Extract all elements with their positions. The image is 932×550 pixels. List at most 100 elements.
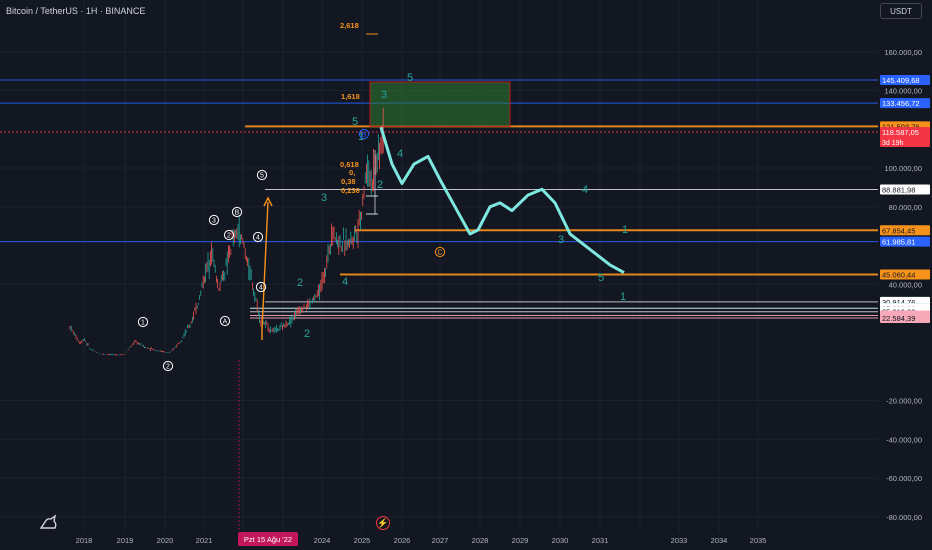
- arrow-head-icon: [263, 196, 273, 207]
- wave-label: 3: [558, 234, 564, 246]
- wave-circle-label: 4: [259, 285, 263, 292]
- price-tick-label: 160.000,00: [884, 48, 922, 57]
- price-badge-label: 45.060,44: [882, 270, 915, 279]
- time-tick-label: 2021: [196, 536, 213, 545]
- fib-label: 0,38: [341, 177, 356, 186]
- wave-label: 1: [620, 291, 626, 303]
- price-badge-label: 118.587,05: [882, 128, 919, 137]
- wave-circle: [358, 128, 370, 140]
- time-tick-label: 2034: [711, 536, 728, 545]
- wave-circle-label: 5: [260, 173, 264, 180]
- wave-label: 3: [381, 89, 387, 101]
- wave-circle: [219, 315, 231, 327]
- price-badge-label: 30.914,76: [882, 298, 915, 307]
- time-tick-label: 2026: [394, 536, 411, 545]
- price-badge-label: 133.456,72: [882, 99, 920, 108]
- price-badge: [880, 225, 930, 236]
- price-level-lines: [0, 79, 878, 319]
- wave-circle-label: B: [235, 210, 240, 217]
- price-badge-label: 121.503,76: [882, 122, 920, 131]
- time-tick-label: 2028: [472, 536, 489, 545]
- crosshair-date-badge: [238, 532, 298, 546]
- wave-circle: [256, 169, 268, 181]
- price-tick-label: 100.000,00: [884, 164, 922, 173]
- wave-circle: [252, 231, 264, 243]
- fib-label: 2,618: [340, 21, 359, 30]
- fib-label: 1,618: [341, 92, 360, 101]
- target-zone-box[interactable]: [369, 81, 511, 127]
- price-tick-label: 80.000,00: [889, 203, 922, 212]
- wave-circle: [434, 246, 446, 258]
- wave-label: 2: [304, 328, 310, 340]
- wave-circle-label: B: [362, 132, 367, 139]
- wave-circle-label: 1: [141, 320, 145, 327]
- crosshair-date-label: Pzt 15 Ağu '22: [244, 535, 292, 544]
- price-badge-label: 67.854,45: [882, 226, 915, 235]
- time-tick-label: 2035: [750, 536, 767, 545]
- time-tick-label: 2020: [157, 536, 174, 545]
- price-badge: [880, 184, 930, 195]
- time-tick-label: 2027: [432, 536, 449, 545]
- wave-circle-label: C: [437, 250, 442, 257]
- wave-label: 2: [297, 277, 303, 289]
- time-tick-label: 2019: [117, 536, 134, 545]
- price-badge: [880, 312, 930, 323]
- tradingview-logo-icon: [39, 514, 57, 529]
- wave-label: 1: [622, 224, 628, 236]
- wave-label: 1: [358, 131, 364, 143]
- time-tick-label: 2031: [592, 536, 609, 545]
- currency-button[interactable]: USDT: [880, 3, 922, 19]
- chart-grid: [0, 0, 878, 532]
- time-tick-label: 2030: [552, 536, 569, 545]
- wave-label: 4: [342, 276, 348, 288]
- wave-circle-label: A: [223, 319, 228, 326]
- price-badge-sublabel: 3d 19h: [882, 140, 904, 147]
- wave-circle: [223, 229, 235, 241]
- projection-arrow-line: [261, 201, 269, 340]
- wave-circle-label: 2: [166, 364, 170, 371]
- price-tick-label: 40.000,00: [889, 280, 922, 289]
- wave-circle: [231, 206, 243, 218]
- wave-label: 4: [397, 148, 403, 160]
- lightning-icon[interactable]: ⚡: [376, 516, 390, 530]
- price-badge: [880, 75, 930, 86]
- fib-label: 0,236: [341, 186, 360, 195]
- fib-label: 0,: [349, 168, 355, 177]
- time-tick-label: 2029: [512, 536, 529, 545]
- time-tick-label: 2033: [671, 536, 688, 545]
- fib-label: 0,618: [340, 160, 359, 169]
- price-badge: [880, 126, 930, 147]
- time-tick-label: 2024: [314, 536, 331, 545]
- wave-circle: [208, 214, 220, 226]
- price-badge-label: 88.881,98: [882, 186, 915, 195]
- price-tick-label: -40.000,00: [886, 435, 922, 444]
- price-tick-label: -80.000,00: [886, 513, 922, 522]
- drawing-annotations: [238, 33, 378, 532]
- wave-label: 2: [377, 179, 383, 191]
- wave-circle-label: 2: [227, 233, 231, 240]
- price-badge: [880, 98, 930, 109]
- time-axis-background: [0, 532, 878, 550]
- wave-label: 3: [321, 192, 327, 204]
- time-axis[interactable]: 2018 2019 2020 2021 2024 2025 2026 2027 2028 2029…: [0, 532, 878, 550]
- price-tick-label: 140.000,00: [884, 87, 922, 96]
- price-tick-label: -60.000,00: [886, 474, 922, 483]
- wave-circle: [137, 316, 149, 328]
- wave-circle-label: 3: [212, 218, 216, 225]
- time-tick-label: 2025: [354, 536, 371, 545]
- projection-path[interactable]: [379, 126, 625, 274]
- wave-label: 5: [598, 272, 604, 284]
- wave-label: 5: [352, 116, 358, 128]
- symbol-title[interactable]: Bitcoin / TetherUS · 1H · BINANCE: [6, 6, 146, 16]
- price-badge-label: 22.584,39: [882, 314, 915, 323]
- wave-label: 4: [582, 184, 588, 196]
- price-badge-label: 61.985,81: [882, 238, 915, 247]
- time-tick-label: 2018: [76, 536, 93, 545]
- price-badge: [880, 269, 930, 280]
- wave-circle: [255, 281, 267, 293]
- wave-label: 5: [407, 72, 413, 84]
- price-axis[interactable]: 160.000,00 140.000,00 100.000,00 80.000,00 4…: [878, 0, 932, 550]
- price-tick-label: -20.000,00: [886, 397, 922, 406]
